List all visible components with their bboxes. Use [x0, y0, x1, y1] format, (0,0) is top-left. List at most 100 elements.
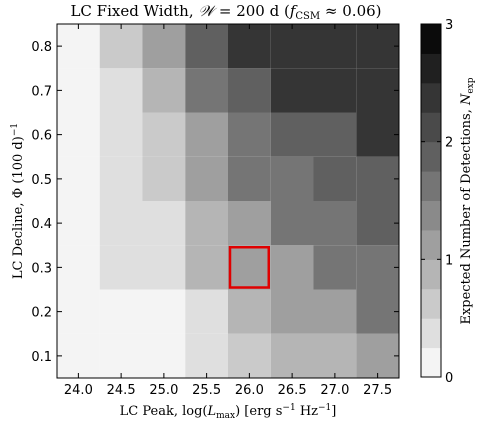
heatmap-cell — [356, 112, 399, 157]
heatmap-cell — [142, 112, 186, 157]
heatmap-cell — [142, 245, 186, 290]
heatmap-cell — [57, 289, 100, 334]
y-tick-label: 0.5 — [31, 173, 52, 188]
heatmap-cell — [228, 333, 271, 378]
heatmap-cell — [185, 68, 228, 113]
heatmap-cell — [99, 201, 143, 246]
heatmap-cell — [99, 112, 143, 157]
heatmap-cell — [57, 156, 100, 201]
y-tick-label: 0.4 — [31, 217, 52, 232]
heatmap-cells — [57, 24, 399, 378]
x-axis-ticks: 24.0 24.5 25.0 25.5 26.0 26.5 27.0 27.5 — [64, 24, 392, 398]
heatmap-cell — [313, 112, 357, 157]
heatmap-cell — [228, 68, 271, 113]
heatmap-cell — [57, 201, 100, 246]
heatmap-cell — [185, 333, 228, 378]
heatmap-cell — [356, 24, 399, 69]
heatmap-cell — [142, 156, 186, 201]
x-tick-label: 26.5 — [278, 383, 307, 398]
colorbar — [421, 24, 441, 378]
colorbar-tick-label: 0 — [445, 371, 453, 386]
heatmap-cell — [142, 333, 186, 378]
heatmap-cell — [142, 24, 186, 69]
colorbar-segment — [421, 112, 441, 143]
chart-title: LC Fixed Width, 𝒲 = 200 d (fCSM ≈ 0.06) — [70, 2, 381, 22]
heatmap-cell — [185, 289, 228, 334]
heatmap-cell — [270, 333, 314, 378]
y-tick-label: 0.8 — [31, 40, 52, 55]
heatmap-cell — [57, 24, 100, 69]
heatmap-cell — [57, 112, 100, 157]
heatmap-cell — [270, 24, 314, 69]
colorbar-segment — [421, 24, 441, 54]
x-tick-label: 25.5 — [192, 383, 221, 398]
y-tick-label: 0.7 — [31, 84, 52, 99]
colorbar-tick-label: 3 — [445, 18, 453, 33]
heatmap-cell — [228, 24, 271, 69]
colorbar-ticks: 0 1 2 3 — [421, 18, 453, 386]
plot-frame — [56, 23, 400, 379]
x-tick-label: 27.5 — [363, 383, 392, 398]
colorbar-segment — [421, 82, 441, 113]
y-tick-label: 0.2 — [31, 306, 52, 321]
x-axis-label: LC Peak, log(Lmax) [erg s−1 Hz−1] — [120, 403, 337, 421]
heatmap-cell — [228, 289, 271, 334]
heatmap-cell — [313, 201, 357, 246]
colorbar-segment — [421, 141, 441, 172]
colorbar-segment — [421, 259, 441, 290]
heatmap-cell — [99, 68, 143, 113]
heatmap-cell — [270, 112, 314, 157]
y-axis-ticks: 0.1 0.2 0.3 0.4 0.5 0.6 0.7 0.8 — [31, 40, 399, 365]
y-tick-label: 0.3 — [31, 261, 52, 276]
heatmap-cell — [356, 245, 399, 290]
heatmap-cell — [356, 201, 399, 246]
heatmap-cell — [57, 245, 100, 290]
heatmap-cell — [185, 201, 228, 246]
heatmap-cell — [228, 112, 271, 157]
heatmap-cell — [356, 289, 399, 334]
heatmap-cell — [99, 289, 143, 334]
heatmap-cell — [270, 289, 314, 334]
heatmap-cell — [185, 245, 228, 290]
heatmap-cell — [270, 68, 314, 113]
heatmap-cell — [228, 201, 271, 246]
heatmap-cell — [313, 68, 357, 113]
x-tick-label: 25.0 — [149, 383, 178, 398]
colorbar-tick-label: 1 — [445, 253, 453, 268]
x-tick-label: 24.5 — [107, 383, 136, 398]
x-tick-label: 26.0 — [235, 383, 264, 398]
colorbar-segment — [421, 347, 441, 378]
y-tick-label: 0.1 — [31, 350, 52, 365]
heatmap-cell — [313, 24, 357, 69]
x-tick-label: 24.0 — [64, 383, 93, 398]
heatmap-cell — [142, 289, 186, 334]
heatmap-cell — [99, 333, 143, 378]
y-tick-label: 0.6 — [31, 129, 52, 144]
heatmap-cell — [313, 245, 357, 290]
heatmap-cell — [142, 68, 186, 113]
heatmap-cell — [270, 201, 314, 246]
x-tick-label: 27.0 — [320, 383, 349, 398]
heatmap-cell — [185, 112, 228, 157]
heatmap-cell — [313, 289, 357, 334]
colorbar-segment — [421, 318, 441, 349]
highlighted-cell — [228, 246, 270, 289]
colorbar-segment — [421, 53, 441, 84]
colorbar-segment — [421, 288, 441, 319]
heatmap-cell — [57, 68, 100, 113]
heatmap-cell — [356, 156, 399, 201]
heatmap-cell — [99, 156, 143, 201]
colorbar-frame — [420, 23, 442, 378]
heatmap-cell — [356, 68, 399, 113]
colorbar-label: Expected Number of Detections, Nexp — [459, 77, 476, 324]
heatmap-cell — [142, 201, 186, 246]
y-axis-label: LC Decline, Φ (100 d)−1 — [10, 123, 26, 279]
colorbar-segment — [421, 229, 441, 260]
heatmap-cell — [185, 24, 228, 69]
heatmap-cell — [228, 156, 271, 201]
heatmap-cell — [356, 333, 399, 378]
heatmap-cell — [57, 333, 100, 378]
colorbar-segment — [421, 171, 441, 201]
heatmap-cell — [313, 156, 357, 201]
